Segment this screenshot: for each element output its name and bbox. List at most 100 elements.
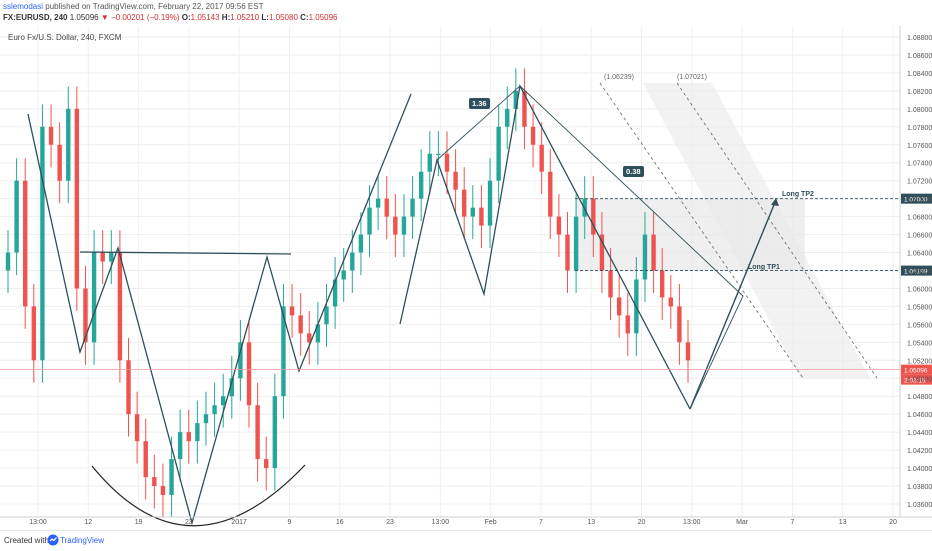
y-tick-label: 1.06000 — [907, 286, 932, 293]
candle-body — [505, 108, 510, 127]
candle-body — [384, 198, 389, 217]
price-axis-tag — [901, 364, 932, 375]
candle-body — [513, 90, 519, 109]
author-link[interactable]: sslemodasi — [3, 2, 44, 11]
x-tick-label: 23 — [386, 519, 394, 526]
y-tick-label: 1.03600 — [907, 502, 932, 509]
candle-body — [659, 270, 665, 298]
candle-body — [126, 360, 131, 415]
candle-body — [23, 180, 28, 307]
chart-title: Euro Fx/U.S. Dollar, 240, FXCM — [8, 33, 122, 42]
candle-body — [220, 396, 226, 406]
candle-body — [530, 126, 536, 145]
candle-body — [5, 252, 11, 271]
low-value: 1.05080 — [268, 13, 298, 22]
y-tick-label: 1.05600 — [907, 322, 932, 329]
candle-body — [195, 423, 200, 442]
candle-body — [479, 207, 484, 226]
y-tick-label: 1.08600 — [907, 53, 932, 60]
chart-header: sslemodasi published on TradingView.com,… — [0, 0, 932, 26]
symbol-label: FX:EURUSD, 240 — [3, 13, 68, 22]
candles — [5, 68, 691, 518]
candle-body — [83, 288, 88, 343]
target-label: Long TP2 — [782, 191, 814, 198]
ratio-tag-text: 1.36 — [472, 99, 487, 108]
high-value: 1.05210 — [230, 13, 260, 22]
candle-body — [57, 144, 62, 181]
candle-body — [573, 216, 579, 271]
candle-body — [117, 252, 123, 361]
x-tick-label: 13 — [839, 519, 847, 526]
candle-body — [642, 234, 648, 280]
x-tick-label: 13:00 — [29, 519, 47, 526]
candle-body — [608, 270, 613, 298]
harmonic-connector-line — [436, 85, 744, 410]
candle-body — [444, 153, 450, 172]
harmonic-pattern-line — [399, 84, 691, 410]
x-tick-label: 7 — [790, 519, 794, 526]
open-label: O: — [181, 13, 191, 22]
close-label: C: — [300, 13, 309, 22]
tradingview-logo-icon — [47, 534, 59, 546]
candle-body — [307, 333, 312, 343]
candle-body — [599, 234, 605, 271]
chart-area[interactable]: 1.07000 1.06199 1.05096 2:03:18 1.08800 1.08… — [0, 26, 932, 528]
candle-body — [212, 405, 217, 415]
footer: Created with TradingView — [0, 530, 932, 551]
candle-body — [169, 459, 174, 496]
y-tick-label: 1.05200 — [907, 358, 932, 365]
countdown-tag-text: 2:03:18 — [904, 378, 926, 385]
candle-body — [350, 252, 355, 271]
candle-body — [160, 486, 166, 496]
y-tick-label: 1.07000 — [907, 197, 932, 204]
y-tick-label: 1.04800 — [907, 394, 932, 401]
projection-arrow-icon — [771, 198, 779, 206]
ratio-tag — [469, 98, 490, 109]
candle-body — [74, 108, 80, 289]
ratio-tag-text: 0.38 — [626, 167, 641, 176]
target-label: Long TP1 — [748, 264, 780, 271]
candle-body — [375, 198, 381, 208]
candle-body — [358, 234, 364, 253]
y-tick-label: 1.08800 — [907, 35, 932, 42]
rounding-bottom-arc — [91, 464, 306, 527]
candle-body — [685, 342, 691, 361]
candle-body — [324, 306, 329, 325]
candle-body — [591, 198, 596, 235]
candle-body — [48, 126, 54, 145]
price-axis-tag-text: 1.07000 — [904, 197, 928, 204]
tradingview-brand[interactable]: TradingView — [60, 536, 105, 545]
candle-body — [109, 252, 114, 262]
target-zone — [575, 198, 805, 271]
x-tick-label: 9 — [288, 519, 292, 526]
price-axis-tag — [901, 193, 932, 204]
candle-body — [539, 144, 544, 172]
published-text: published on TradingView.com, February 2… — [45, 2, 264, 11]
x-tick-label: 20 — [889, 519, 897, 526]
candle-body — [651, 234, 656, 271]
x-tick-label: 13 — [587, 519, 595, 526]
y-tick-label: 1.06800 — [907, 215, 932, 222]
down-arrow-icon: ▼ — [100, 13, 109, 22]
y-tick-label: 1.07400 — [907, 161, 932, 168]
channel-level-label: (1.06239) — [604, 74, 634, 81]
last-price: 1.05096 — [69, 13, 99, 22]
candle-body — [152, 477, 157, 487]
open-value: 1.05143 — [190, 13, 220, 22]
candle-body — [31, 306, 37, 361]
x-tick-label: 20 — [638, 519, 646, 526]
candle-body — [453, 171, 458, 190]
projected-long-leg — [689, 199, 777, 410]
candle-body — [556, 216, 562, 235]
y-tick-label: 1.04400 — [907, 430, 932, 437]
candle-body — [289, 306, 295, 316]
candle-body — [177, 432, 183, 460]
y-tick-label: 1.07600 — [907, 143, 932, 150]
y-tick-label: 1.06200 — [907, 269, 932, 276]
candle-body — [470, 207, 476, 217]
candle-body — [332, 279, 338, 307]
x-tick-label: 12 — [84, 519, 92, 526]
candle-body — [246, 342, 252, 406]
x-tick-label: 19 — [135, 519, 143, 526]
